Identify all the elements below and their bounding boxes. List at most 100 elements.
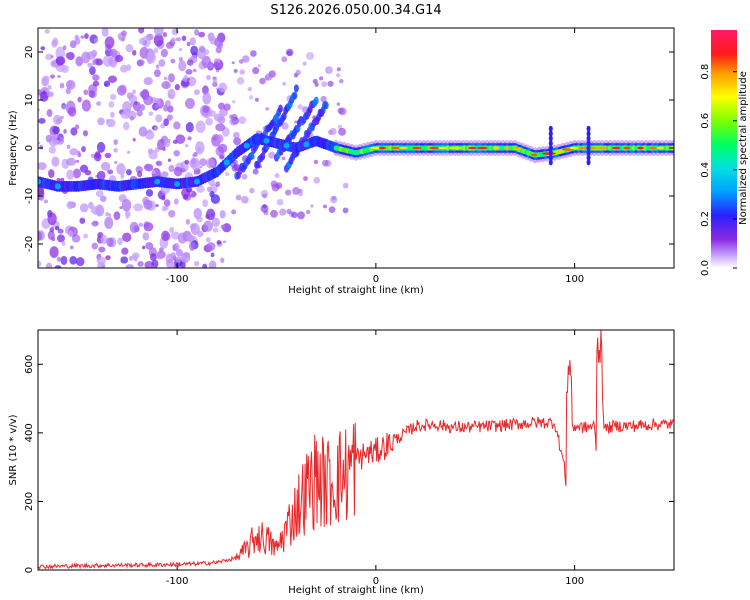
spectrogram-burst: [586, 159, 591, 166]
spectrogram-noise-blob: [167, 88, 176, 100]
spectrogram-noise-blob: [239, 69, 245, 75]
spectrogram-noise-blob: [77, 96, 82, 103]
spectrogram-noise-blob: [260, 204, 269, 213]
spectrogram-noise-blob: [231, 61, 235, 65]
spectrogram-noise-blob: [106, 118, 116, 128]
spectrogram-noise-blob: [281, 156, 286, 161]
spectrogram-noise-blob: [56, 256, 62, 262]
spectrogram-noise-blob: [305, 209, 311, 215]
spectrogram-noise-blob: [220, 257, 225, 264]
spectrogram-spot: [303, 141, 310, 148]
spectrogram-noise-blob: [45, 53, 53, 61]
spectrogram-noise-blob: [167, 105, 174, 113]
spectrogram-noise-blob: [83, 89, 89, 96]
spectrogram-noise-blob: [270, 180, 278, 188]
spectrogram-noise-blob: [75, 56, 84, 67]
spectrogram-noise-blob: [53, 114, 62, 125]
spectrogram-y-tick-label: -20: [24, 236, 35, 252]
spectrogram-noise-blob: [65, 87, 71, 95]
spectrogram-peak-blob: [648, 146, 658, 150]
snr-y-tick-label: 0: [24, 567, 35, 573]
spectrogram-peak-blob: [468, 146, 477, 150]
spectrogram-burst: [548, 159, 553, 166]
spectrogram-peak-blob: [656, 146, 665, 150]
spectrogram-noise-blob: [321, 81, 328, 88]
spectrogram-noise-blob: [170, 37, 176, 43]
spectrogram-noise-blob: [116, 85, 127, 96]
colorbar: 0.0 0.2 0.4 0.6 0.8 Normalized spectral ampl…: [700, 30, 749, 276]
spectrogram-noise-blob: [259, 77, 266, 85]
spectrogram-peak-blob: [438, 146, 448, 150]
spectrogram-noise-blob: [143, 95, 154, 106]
spectrogram-noise-blob: [190, 157, 196, 165]
spectrogram-noise-blob: [104, 152, 112, 159]
spectrogram-noise-blob: [129, 256, 133, 261]
spectrogram-noise-blob: [137, 170, 143, 178]
spectrogram-noise-blob: [224, 171, 230, 177]
spectrogram-noise-blob: [210, 252, 215, 258]
spectrogram-noise-blob: [143, 77, 153, 86]
spectrogram-noise-blob: [49, 226, 55, 233]
spectrogram-peak-blob: [391, 146, 402, 150]
spectrogram-noise-blob: [99, 195, 107, 203]
spectrogram-noise-blob: [161, 195, 166, 201]
spectrogram-noise-blob: [143, 163, 154, 172]
spectrogram-noise-blob: [70, 245, 74, 250]
spectrogram-noise-blob: [120, 64, 128, 73]
spectrogram-noise-blob: [164, 99, 171, 107]
spectrogram-noise-blob: [185, 186, 193, 193]
spectrogram-noise-blob: [90, 206, 101, 215]
spectrogram-noise-blob: [65, 52, 70, 58]
spectrogram-noise-blob: [160, 48, 168, 58]
spectrogram-noise-blob: [136, 109, 143, 117]
spectrogram-streak-blob: [323, 101, 329, 110]
spectrogram-noise-blob: [151, 170, 156, 175]
spectrogram-noise-blob: [216, 240, 222, 245]
spectrogram-noise-blob: [167, 158, 172, 162]
spectrogram-noise-blob: [201, 55, 211, 68]
spectrogram-noise-blob: [181, 35, 187, 42]
spectrogram-noise-blob: [156, 254, 163, 260]
spectrogram-noise-blob: [274, 173, 280, 179]
spectrogram-noise-blob: [187, 136, 192, 141]
spectrogram-noise-blob: [187, 78, 191, 81]
spectrogram-noise-blob: [82, 130, 88, 137]
spectrogram-noise-blob: [74, 124, 80, 130]
spectrogram-noise-blob: [228, 114, 234, 119]
snr-y-tick-label: 600: [24, 355, 35, 374]
spectrogram-noise-blob: [238, 116, 247, 125]
colorbar-label: Normalized spectral amplitude: [738, 71, 749, 225]
spectrogram-noise-blob: [144, 130, 155, 140]
spectrogram-y-tick-label: 20: [24, 46, 35, 59]
spectrogram-noise-blob: [125, 169, 132, 176]
spectrogram-noise-blob: [310, 204, 314, 208]
colorbar-tick-label: 0.2: [700, 211, 711, 227]
spectrogram-noise-blob: [173, 263, 180, 268]
spectrogram-noise-blob: [168, 164, 175, 173]
snr-y-tick-label: 400: [24, 423, 35, 442]
spectrogram-noise-blob: [198, 45, 206, 53]
spectrogram-field: [38, 28, 674, 268]
spectrogram-noise-blob: [173, 121, 181, 130]
spectrogram-noise-blob: [113, 139, 118, 145]
spectrogram-noise-blob: [101, 28, 109, 37]
spectrogram-noise-blob: [155, 64, 160, 69]
spectrogram-noise-blob: [184, 98, 195, 109]
chart-title: S126.2026.050.00.34.G14: [270, 3, 441, 18]
spectrogram-noise-blob: [242, 55, 250, 63]
spectrogram-noise-blob: [173, 198, 179, 205]
spectrogram-noise-blob: [212, 81, 218, 88]
spectrogram-x-tick-label: 0: [373, 274, 379, 285]
spectrogram-noise-blob: [338, 127, 346, 136]
spectrogram-noise-blob: [39, 194, 45, 201]
spectrogram-noise-blob: [294, 120, 298, 124]
spectrogram-noise-blob: [206, 186, 212, 193]
spectrogram-noise-blob: [75, 159, 80, 163]
spectrogram-noise-blob: [250, 50, 257, 57]
spectrogram-noise-blob: [233, 137, 242, 146]
spectrogram-noise-blob: [193, 151, 198, 157]
spectrogram-noise-blob: [247, 86, 252, 92]
spectrogram-noise-blob: [190, 45, 199, 56]
spectrogram-noise-blob: [312, 78, 318, 84]
